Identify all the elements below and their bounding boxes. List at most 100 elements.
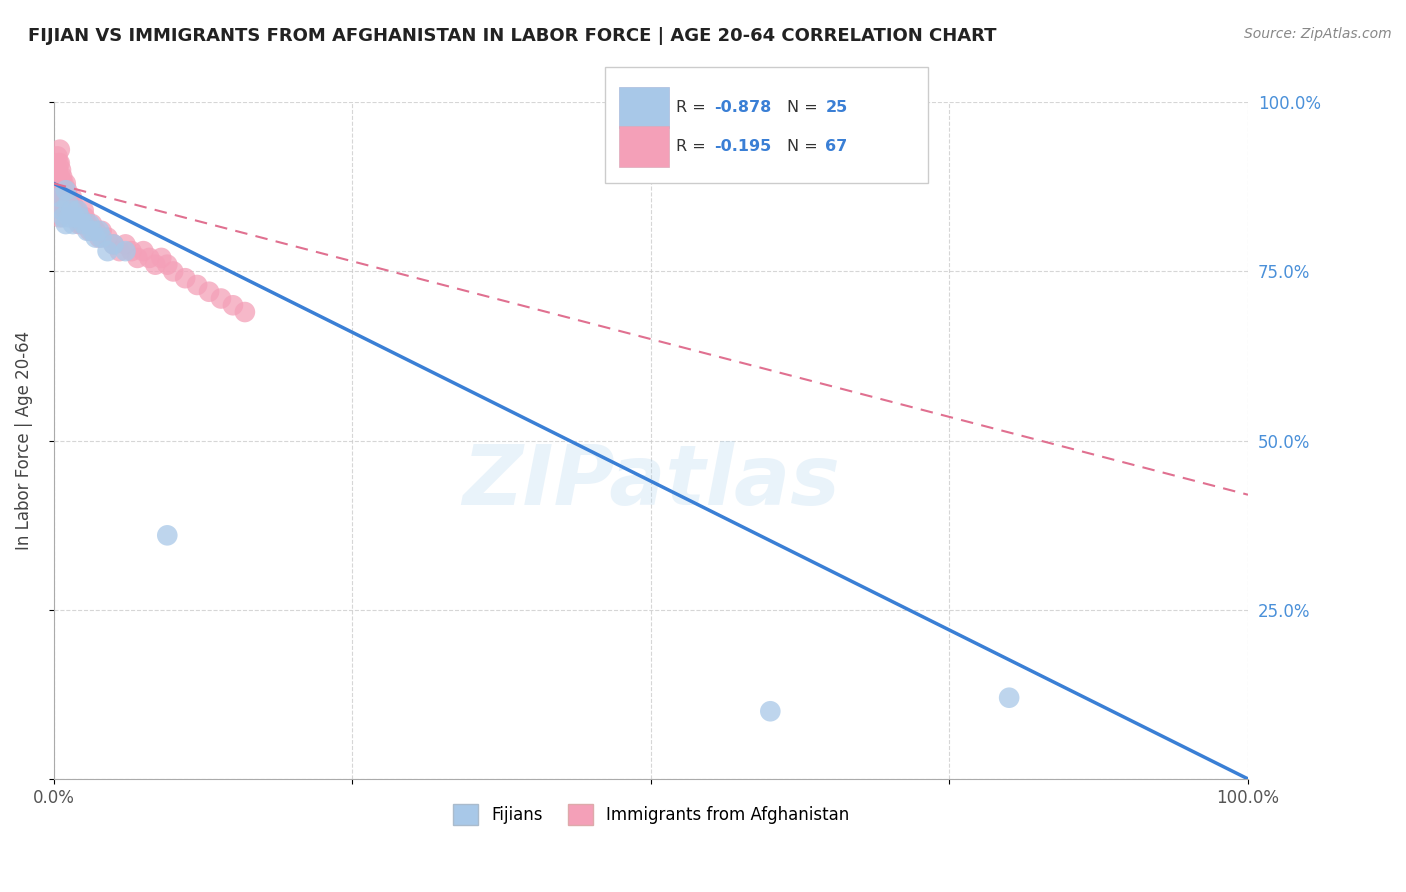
- Point: [51, 169, 73, 184]
- Point: [186, 277, 208, 292]
- Point: [127, 251, 149, 265]
- Text: -0.878: -0.878: [714, 100, 772, 114]
- Point: [222, 298, 245, 312]
- Point: [156, 528, 179, 542]
- Point: [55, 177, 77, 191]
- Point: [97, 244, 120, 259]
- Text: R =: R =: [676, 139, 711, 154]
- Point: [49, 156, 72, 170]
- Text: R =: R =: [676, 100, 711, 114]
- Point: [73, 217, 96, 231]
- Point: [759, 704, 782, 718]
- Text: N =: N =: [787, 100, 824, 114]
- Point: [48, 196, 70, 211]
- Point: [84, 230, 107, 244]
- Text: -0.195: -0.195: [714, 139, 772, 154]
- Point: [70, 217, 93, 231]
- Point: [90, 230, 112, 244]
- Point: [79, 224, 101, 238]
- Point: [80, 217, 103, 231]
- Point: [114, 237, 136, 252]
- Y-axis label: In Labor Force | Age 20-64: In Labor Force | Age 20-64: [15, 331, 32, 550]
- Text: Source: ZipAtlas.com: Source: ZipAtlas.com: [1244, 27, 1392, 41]
- Point: [62, 217, 84, 231]
- Point: [56, 196, 79, 211]
- Point: [48, 156, 70, 170]
- Point: [150, 251, 173, 265]
- Point: [46, 163, 69, 178]
- Point: [143, 258, 166, 272]
- Point: [60, 203, 83, 218]
- Point: [63, 203, 86, 218]
- Point: [55, 190, 77, 204]
- Point: [73, 203, 96, 218]
- Point: [209, 292, 232, 306]
- Text: ZIPatlas: ZIPatlas: [463, 441, 839, 522]
- Point: [198, 285, 221, 299]
- Point: [52, 211, 75, 225]
- Point: [58, 211, 80, 225]
- Point: [114, 244, 136, 259]
- Text: 25: 25: [825, 100, 848, 114]
- Point: [51, 196, 73, 211]
- Point: [233, 305, 256, 319]
- Point: [46, 149, 69, 163]
- Point: [49, 196, 72, 211]
- Point: [89, 224, 111, 238]
- Point: [55, 217, 77, 231]
- Point: [69, 211, 91, 225]
- Point: [51, 203, 73, 218]
- Point: [156, 258, 179, 272]
- Point: [103, 237, 125, 252]
- Point: [60, 190, 83, 204]
- Point: [76, 224, 98, 238]
- Point: [65, 211, 87, 225]
- Point: [51, 183, 73, 197]
- Point: [103, 237, 125, 252]
- Point: [998, 690, 1021, 705]
- Point: [90, 224, 112, 238]
- Point: [49, 211, 72, 225]
- Point: [138, 251, 160, 265]
- Point: [66, 203, 89, 218]
- Point: [97, 230, 120, 244]
- Point: [65, 211, 87, 225]
- Point: [49, 183, 72, 197]
- Point: [56, 183, 79, 197]
- Point: [69, 211, 91, 225]
- Point: [52, 177, 75, 191]
- Point: [59, 203, 82, 218]
- Point: [60, 203, 83, 218]
- Point: [79, 217, 101, 231]
- Point: [76, 217, 98, 231]
- Point: [62, 196, 84, 211]
- Point: [48, 183, 70, 197]
- Point: [65, 203, 87, 218]
- Point: [84, 224, 107, 238]
- Point: [174, 271, 197, 285]
- Point: [49, 190, 72, 204]
- Point: [55, 203, 77, 218]
- Text: FIJIAN VS IMMIGRANTS FROM AFGHANISTAN IN LABOR FORCE | AGE 20-64 CORRELATION CHA: FIJIAN VS IMMIGRANTS FROM AFGHANISTAN IN…: [28, 27, 997, 45]
- Text: N =: N =: [787, 139, 824, 154]
- Point: [49, 143, 72, 157]
- Point: [56, 196, 79, 211]
- Point: [162, 264, 184, 278]
- Point: [108, 244, 131, 259]
- Point: [53, 196, 76, 211]
- Point: [132, 244, 155, 259]
- Point: [56, 203, 79, 218]
- Point: [66, 211, 89, 225]
- Point: [67, 217, 90, 231]
- Point: [89, 230, 111, 244]
- Point: [73, 211, 96, 225]
- Point: [58, 196, 80, 211]
- Point: [52, 190, 75, 204]
- Point: [48, 169, 70, 184]
- Point: [46, 177, 69, 191]
- Legend: Fijians, Immigrants from Afghanistan: Fijians, Immigrants from Afghanistan: [446, 797, 856, 831]
- Point: [120, 244, 142, 259]
- Point: [49, 163, 72, 178]
- Point: [56, 190, 79, 204]
- Point: [53, 183, 76, 197]
